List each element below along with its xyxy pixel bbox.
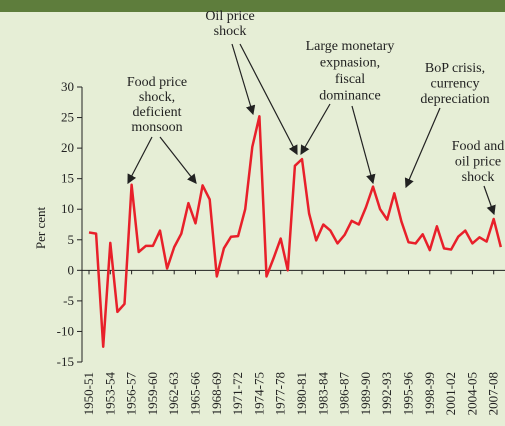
annotation: shock: [462, 170, 495, 185]
x-tick-label: 2004-05: [464, 372, 479, 415]
x-tick-label: 1965-66: [188, 372, 203, 416]
x-tick-label: 1992-93: [379, 372, 394, 415]
annotation: expnasion,: [320, 56, 380, 71]
x-tick-label: 1980-81: [294, 372, 309, 415]
annotation: deficient: [133, 105, 182, 120]
x-tick-label: 1998-99: [422, 372, 437, 415]
x-tick-label: 1962-63: [166, 372, 181, 415]
annotation: Oil price: [205, 9, 254, 24]
y-tick-label: 15: [61, 171, 74, 186]
line-series: [88, 115, 503, 348]
annotation: dominance: [319, 89, 380, 104]
annotation: BoP crisis,: [425, 61, 485, 76]
x-tick-label: 1995-96: [401, 372, 416, 416]
x-tick-label: 2001-02: [443, 372, 458, 415]
y-tick-label: 5: [68, 232, 75, 247]
x-tick-label: 1986-87: [337, 372, 352, 416]
y-tick-label: -15: [57, 354, 74, 369]
x-tick-label: 1983-84: [315, 372, 330, 416]
annotation: Food and: [452, 139, 505, 154]
x-tick-label: 2007-08: [486, 372, 501, 415]
y-tick-label: 10: [61, 201, 74, 216]
x-tick-label: 1968-69: [209, 372, 224, 415]
x-tick-label: 1971-72: [230, 372, 245, 415]
x-tick-label: 1977-78: [273, 372, 288, 415]
y-axis-label: Per cent: [33, 206, 48, 249]
x-tick-label: 1974-75: [251, 372, 266, 415]
y-tick-label: -10: [57, 323, 74, 338]
x-tick-label: 1953-54: [102, 372, 117, 416]
annotation: Food price: [127, 75, 187, 90]
annotation: fiscal: [335, 72, 365, 87]
header-band: [0, 0, 505, 12]
annotation: oil price: [455, 155, 501, 170]
y-tick-label: 30: [61, 79, 74, 94]
arrows: [127, 43, 496, 216]
annotation: shock,: [139, 90, 175, 105]
x-tick-label: 1956-57: [124, 372, 139, 416]
x-tick-label: 1989-90: [358, 372, 373, 415]
annotation: currency: [431, 77, 480, 92]
y-tick-label: 0: [68, 262, 75, 277]
y-tick-label: 20: [61, 140, 74, 155]
x-tick-label: 1950-51: [81, 372, 96, 415]
annotation: depreciation: [420, 92, 489, 107]
y-tick-label: -5: [63, 293, 74, 308]
x-tick-label: 1959-60: [145, 372, 160, 415]
y-tick-label: 25: [61, 110, 74, 125]
annotation: monsoon: [131, 120, 182, 135]
annotation: Large monetary: [306, 39, 395, 54]
annotation: shock: [214, 24, 247, 39]
